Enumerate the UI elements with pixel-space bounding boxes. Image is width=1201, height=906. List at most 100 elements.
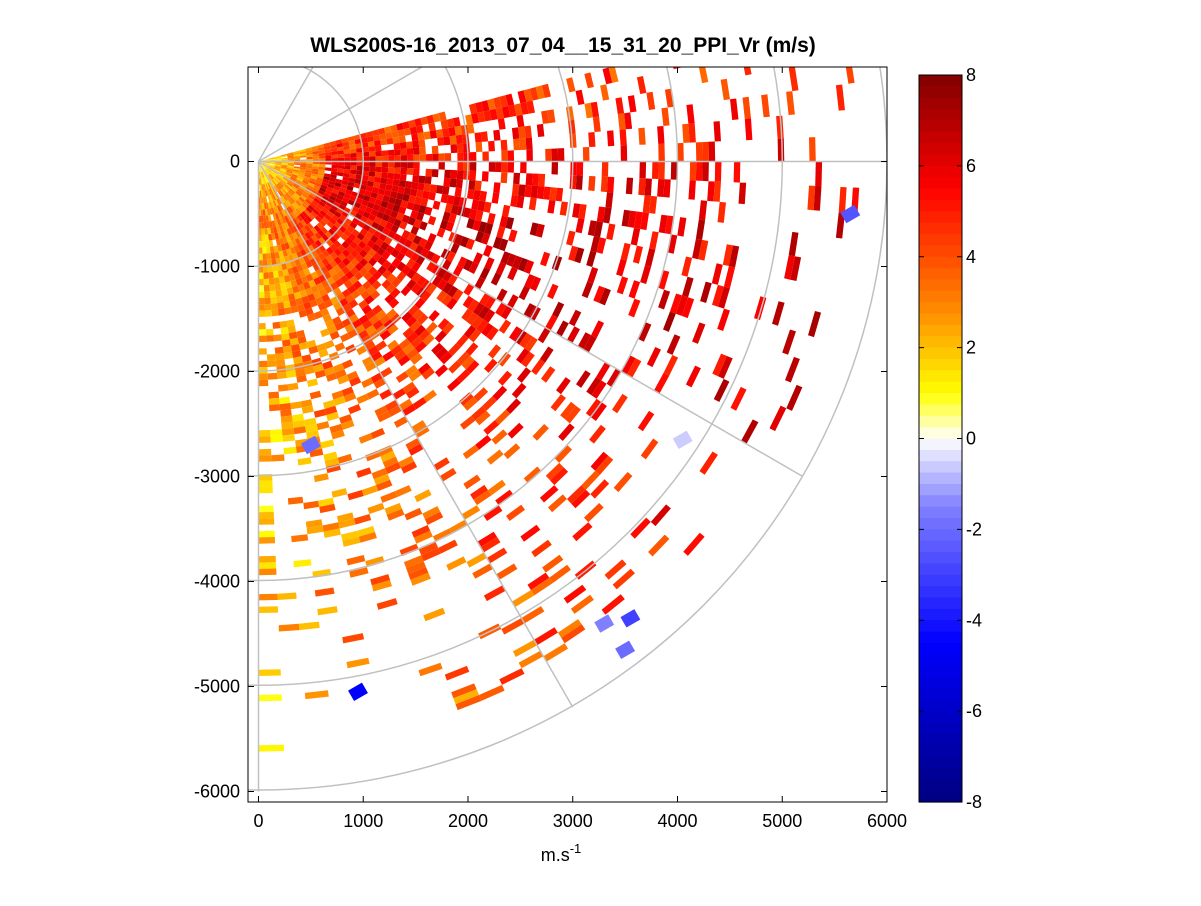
velocity-cell xyxy=(638,178,645,195)
colorbar-swatch xyxy=(919,495,962,507)
velocity-cell xyxy=(482,171,489,181)
velocity-cell xyxy=(532,174,539,187)
velocity-cell xyxy=(276,296,283,303)
velocity-cell xyxy=(259,556,276,563)
velocity-cell xyxy=(457,144,464,153)
velocity-cell xyxy=(464,162,471,171)
x-tick-label: 4000 xyxy=(657,811,697,831)
velocity-cell xyxy=(658,144,665,162)
velocity-cell xyxy=(382,156,388,162)
velocity-cell xyxy=(639,162,646,179)
colorbar-tick-label: 0 xyxy=(966,429,976,449)
colorbar-swatch xyxy=(919,450,962,462)
velocity-cell xyxy=(405,181,412,189)
velocity-cell xyxy=(601,177,608,193)
velocity-cell xyxy=(420,154,427,161)
colorbar-swatch xyxy=(919,370,962,382)
velocity-cell xyxy=(442,186,450,195)
velocity-cell xyxy=(621,145,628,161)
velocity-cell xyxy=(264,291,270,298)
velocity-cell xyxy=(432,146,439,154)
velocity-cell xyxy=(374,177,381,183)
colorbar-swatch xyxy=(919,404,962,416)
colorbar-swatch xyxy=(919,711,962,723)
colorbar-swatch xyxy=(919,439,962,451)
colorbar-swatch xyxy=(919,382,962,394)
velocity-cell xyxy=(270,297,277,304)
colorbar-swatch xyxy=(919,563,962,575)
velocity-cell xyxy=(558,148,565,161)
velocity-cell xyxy=(382,162,388,168)
velocity-cell xyxy=(259,329,267,336)
velocity-cell xyxy=(626,178,633,195)
velocity-cell xyxy=(273,271,279,278)
velocity-cell xyxy=(778,139,785,162)
velocity-cell xyxy=(526,173,533,185)
velocity-cell xyxy=(401,162,407,169)
velocity-cell xyxy=(259,298,265,304)
velocity-cell xyxy=(376,156,382,161)
colorbar-swatch xyxy=(919,552,962,564)
velocity-cell xyxy=(271,303,278,310)
velocity-cell xyxy=(714,182,722,202)
velocity-cell xyxy=(432,154,439,162)
velocity-cell xyxy=(475,181,482,191)
velocity-cell xyxy=(407,162,413,169)
x-tick-label: 0 xyxy=(253,811,263,831)
velocity-cell xyxy=(501,140,508,151)
velocity-cell xyxy=(259,518,275,525)
colorbar-swatch xyxy=(919,745,962,757)
velocity-cell xyxy=(350,166,357,171)
velocity-cell xyxy=(524,185,532,198)
velocity-cell xyxy=(259,292,265,298)
velocity-cell xyxy=(577,162,584,176)
velocity-cell xyxy=(266,247,271,254)
velocity-cell xyxy=(436,129,443,138)
velocity-cell xyxy=(259,480,273,487)
velocity-cell xyxy=(281,422,293,430)
colorbar-tick-label: 8 xyxy=(966,65,976,85)
velocity-cell xyxy=(281,333,290,340)
velocity-cell xyxy=(269,398,280,405)
colorbar-swatch xyxy=(919,461,962,473)
colorbar-swatch xyxy=(919,643,962,655)
x-tick-label: 6000 xyxy=(867,811,907,831)
velocity-cell xyxy=(508,162,514,173)
velocity-cell xyxy=(413,168,420,175)
colorbar-swatch xyxy=(919,166,962,178)
velocity-cell xyxy=(470,152,477,162)
velocity-cell xyxy=(281,416,293,424)
x-tick-label: 3000 xyxy=(553,811,593,831)
velocity-cell xyxy=(470,162,477,172)
velocity-cell xyxy=(399,136,406,143)
velocity-cell xyxy=(282,339,291,346)
velocity-cell xyxy=(393,137,400,144)
velocity-cell xyxy=(413,154,419,161)
velocity-cell xyxy=(620,129,627,145)
colorbar-swatch xyxy=(919,666,962,678)
velocity-cell xyxy=(526,138,533,150)
velocity-cell xyxy=(469,171,476,181)
colorbar-swatch xyxy=(919,620,962,632)
velocity-cell xyxy=(262,241,266,248)
velocity-cell xyxy=(388,150,395,156)
velocity-cell xyxy=(259,594,278,601)
colorbar-swatch xyxy=(919,586,962,598)
velocity-cell xyxy=(508,150,514,161)
velocity-cell xyxy=(271,454,284,461)
colorbar-swatch xyxy=(919,654,962,666)
velocity-cell xyxy=(280,327,288,334)
colorbar-swatch xyxy=(919,223,962,235)
velocity-cell xyxy=(439,153,445,161)
velocity-cell xyxy=(426,154,433,162)
velocity-cell xyxy=(518,184,526,196)
velocity-cell xyxy=(375,172,382,178)
colorbar-swatch xyxy=(919,109,962,121)
velocity-cell xyxy=(394,143,401,150)
velocity-cell xyxy=(269,392,280,399)
velocity-cell xyxy=(388,167,395,173)
velocity-cell xyxy=(638,128,645,145)
velocity-cell xyxy=(369,162,375,167)
velocity-cell xyxy=(275,284,281,291)
velocity-cell xyxy=(570,162,577,176)
